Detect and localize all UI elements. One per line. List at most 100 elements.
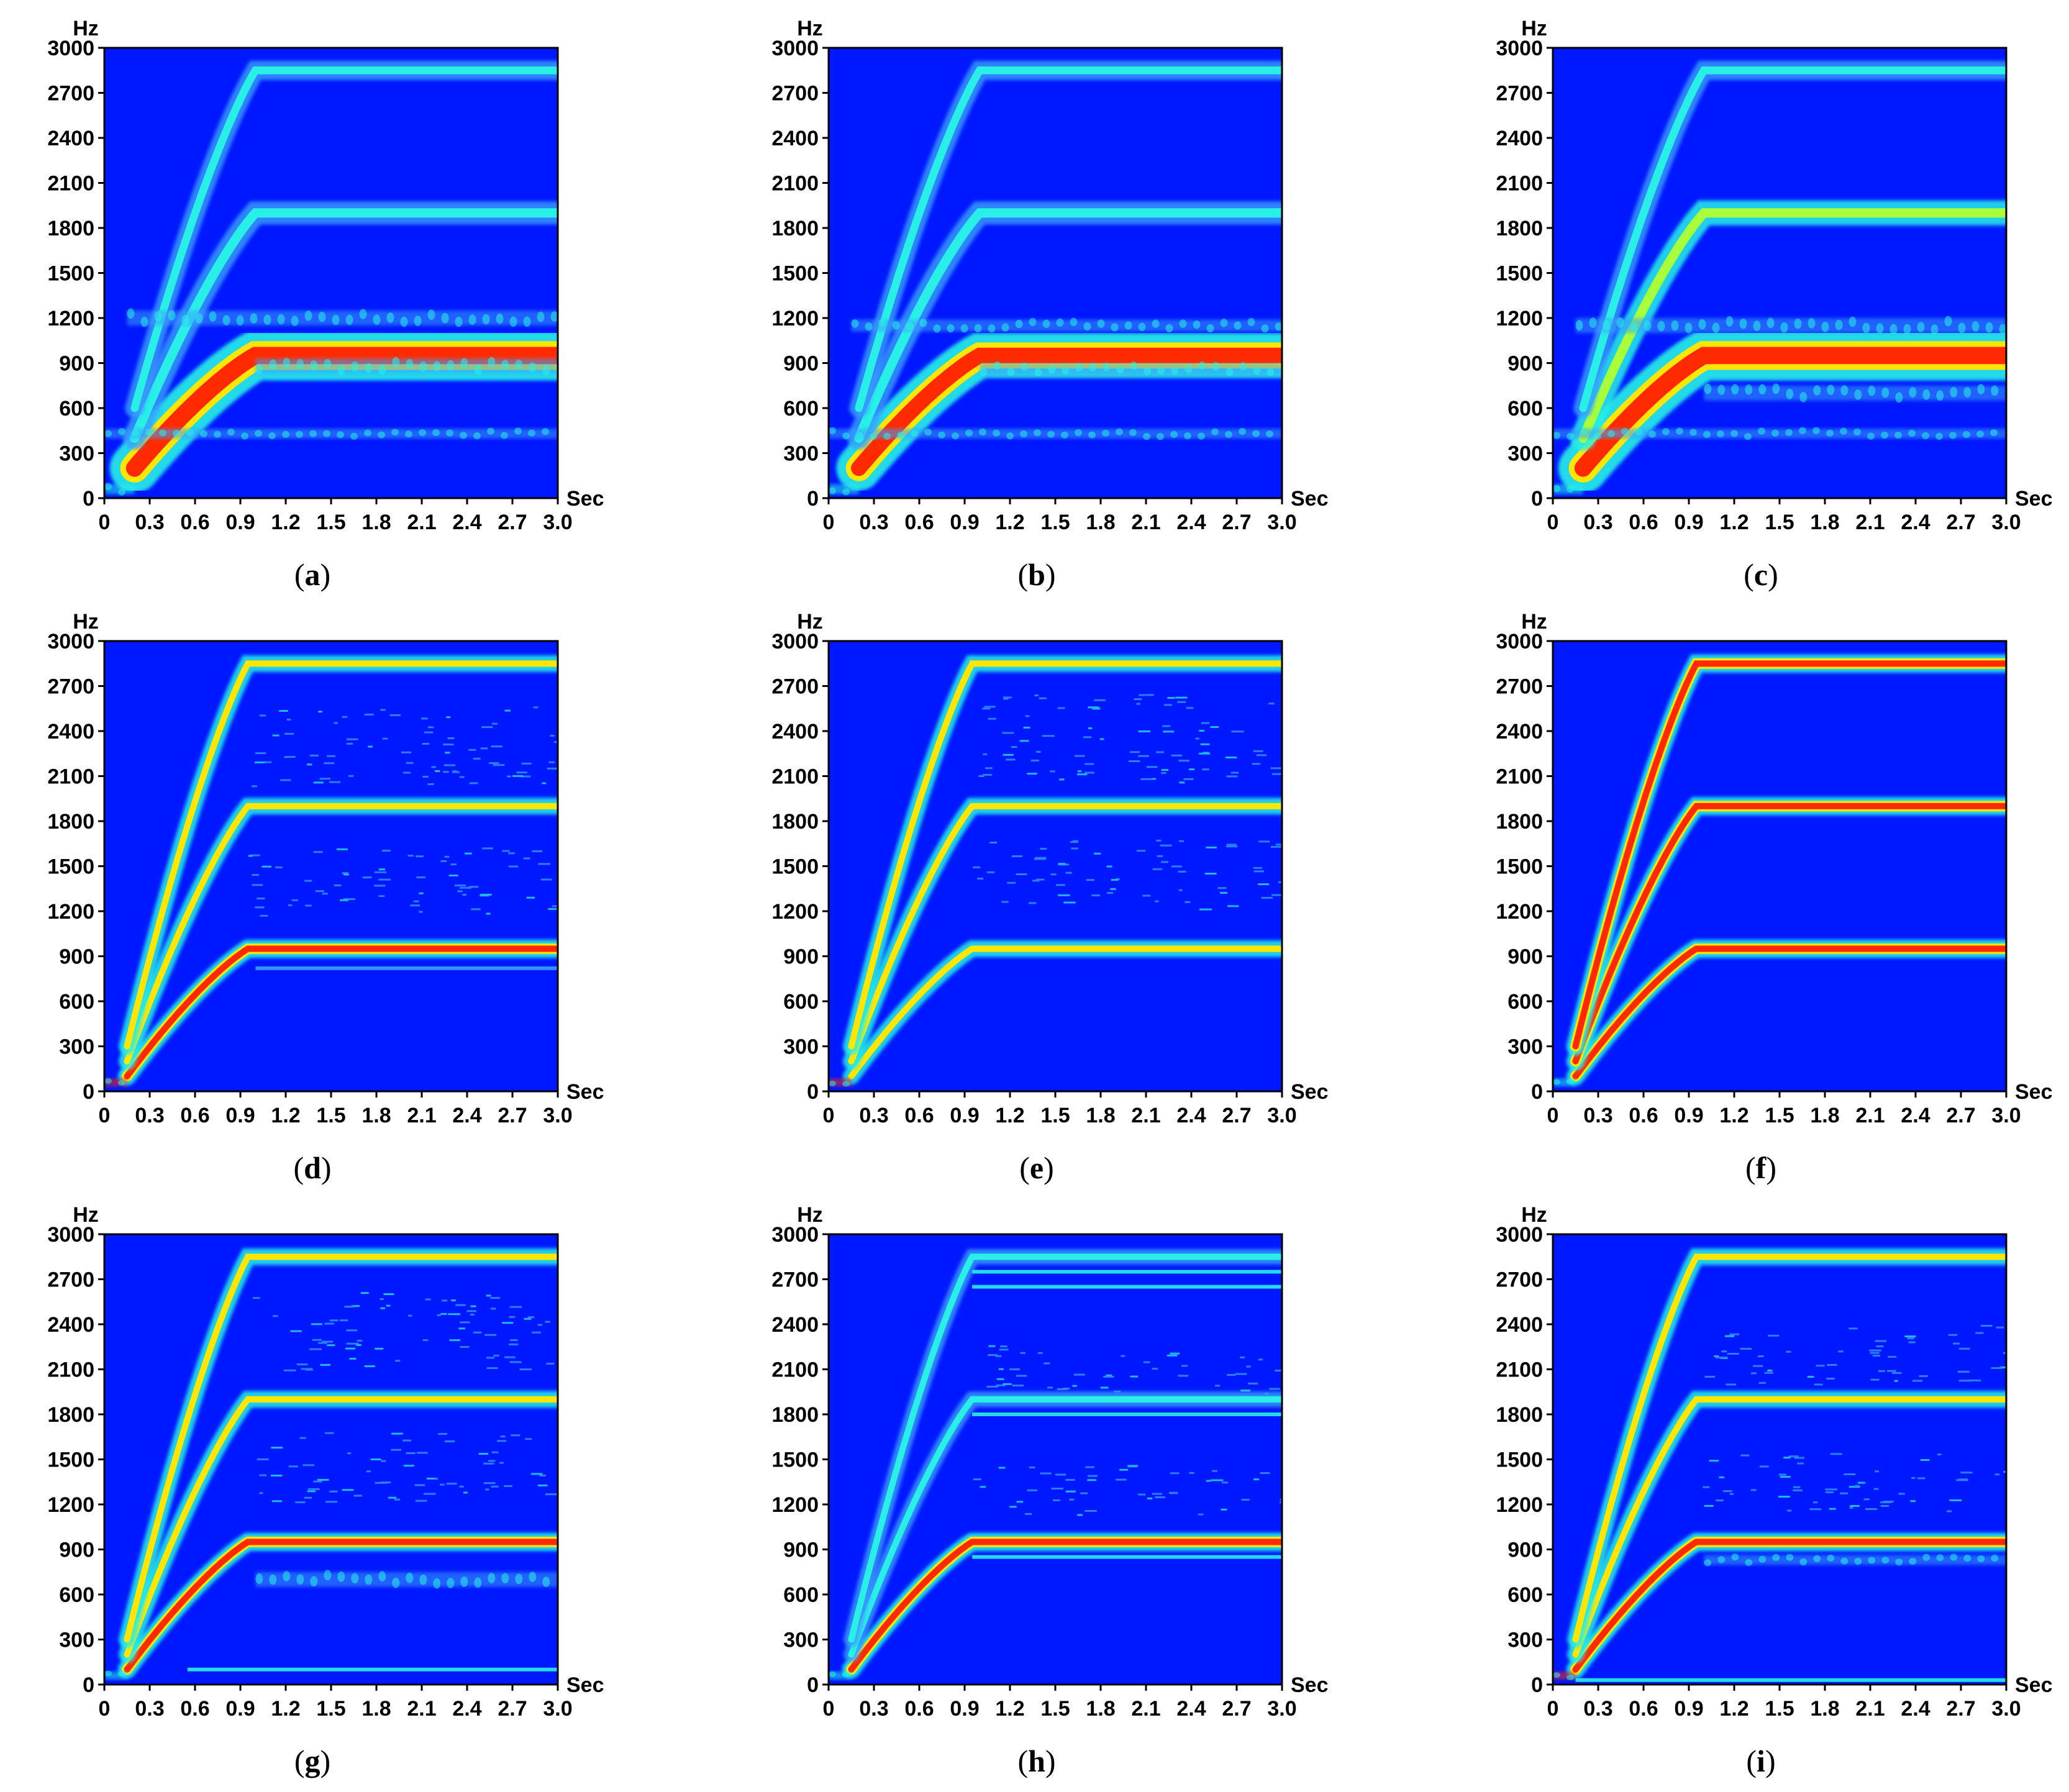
band-blob: [159, 429, 166, 437]
panel-caption: (g): [294, 1744, 330, 1778]
texture-dash: [434, 1478, 438, 1480]
texture-dash: [977, 878, 984, 880]
texture-texture-upper: [978, 694, 1282, 784]
harmonic-2x: [848, 803, 1282, 1065]
x-tick-label: 0.9: [950, 1697, 979, 1721]
texture-dash: [1032, 880, 1040, 882]
band-blob: [127, 308, 135, 319]
harmonic-3x: [1572, 1253, 2006, 1643]
texture-dash: [364, 1365, 375, 1368]
x-tick-label: 1.5: [1040, 1104, 1070, 1127]
texture-dash: [507, 775, 511, 778]
band-blob: [1930, 324, 1939, 335]
y-tick-label: 2700: [771, 82, 819, 106]
texture-dash: [340, 1319, 348, 1322]
texture-dash: [327, 1344, 335, 1347]
harmonic-2x: [124, 1396, 558, 1658]
band-blob: [1936, 1554, 1944, 1562]
band-blob: [1977, 1555, 1985, 1563]
texture-dash: [403, 1465, 414, 1467]
x-tick-label: 1.8: [1810, 1697, 1839, 1721]
band-blob: [1198, 362, 1206, 370]
harmonic-3x: [1572, 660, 2006, 1050]
band-blob: [359, 309, 367, 319]
texture-dash: [1221, 1508, 1227, 1511]
texture-dash: [1225, 757, 1237, 758]
texture-dash: [996, 1378, 1004, 1380]
band-blob: [1553, 1672, 1560, 1678]
texture-dash: [1044, 1362, 1050, 1365]
y-tick-label: 2400: [1496, 1313, 1543, 1337]
texture-dash: [478, 1453, 488, 1455]
y-tick-label: 1500: [47, 1449, 94, 1472]
texture-dash: [484, 1334, 497, 1336]
band-blob: [1704, 383, 1712, 394]
band-blob: [1015, 319, 1023, 329]
texture-dash: [1127, 1465, 1139, 1467]
band-blob: [1689, 429, 1697, 436]
panel-caption: (b): [1017, 557, 1055, 592]
texture-dash: [471, 908, 481, 911]
x-tick-label: 2.7: [1946, 1697, 1975, 1721]
texture-dash: [1956, 1479, 1968, 1481]
y-tick-label: 1500: [1496, 855, 1543, 879]
band-blob: [1840, 385, 1848, 396]
texture-dash: [1780, 1476, 1791, 1478]
band-blob: [350, 432, 358, 440]
y-tick-label: 900: [1507, 352, 1543, 376]
band-blob: [1813, 1555, 1821, 1562]
band-blob: [1991, 1554, 1999, 1562]
band-blob: [897, 432, 904, 439]
texture-dash: [312, 1339, 322, 1341]
texture-dash: [1065, 871, 1072, 874]
texture-dash: [426, 1477, 437, 1480]
texture-dash: [1960, 1471, 1973, 1474]
texture-dash: [1764, 1371, 1774, 1374]
texture-dash: [545, 1321, 550, 1323]
band-blob: [1963, 387, 1971, 398]
texture-dash: [284, 732, 294, 735]
band-band-1200: [127, 308, 558, 327]
y-tick-label: 1500: [47, 855, 94, 879]
texture-dash: [469, 886, 479, 888]
y-tick-label: 0: [1531, 487, 1543, 511]
x-tick-label: 2.4: [1901, 1104, 1930, 1127]
band-blob: [952, 432, 959, 440]
texture-dash: [1727, 1353, 1739, 1355]
panel-caption: (i): [1746, 1744, 1775, 1778]
band-blob: [933, 324, 941, 333]
texture-dash: [1156, 751, 1165, 753]
texture-dash: [511, 1434, 520, 1437]
texture-dash: [437, 1314, 441, 1316]
band-band-1150: [1575, 316, 2006, 335]
band-blob: [446, 429, 453, 437]
band-blob: [118, 488, 125, 496]
texture-dash: [1215, 1385, 1220, 1387]
band-blob: [337, 431, 344, 439]
y-tick-label: 2700: [771, 1268, 819, 1292]
plot-area: [1553, 654, 2006, 1086]
y-tick-label: 900: [59, 1539, 94, 1562]
texture-dash: [318, 1342, 327, 1344]
texture-dash: [307, 763, 312, 766]
texture-texture-middle: [973, 1465, 1282, 1516]
y-tick-label: 2100: [1496, 1358, 1543, 1382]
texture-dash: [1888, 1355, 1897, 1358]
band-blob: [268, 432, 276, 440]
y-axis-unit: Hz: [797, 1203, 823, 1227]
y-tick-label: 300: [1507, 1035, 1543, 1059]
x-tick-label: 0.3: [1583, 1697, 1612, 1721]
band-blob: [529, 362, 537, 373]
band-blob: [1908, 429, 1916, 437]
texture-dash: [1167, 1354, 1178, 1357]
band-blob: [1999, 324, 2006, 335]
band-blob: [947, 324, 955, 333]
y-tick-label: 1800: [47, 217, 94, 240]
texture-dash: [1788, 1455, 1799, 1458]
band-blob: [1676, 427, 1683, 435]
band-blob: [1047, 430, 1055, 438]
texture-dash: [435, 770, 440, 772]
band-blob: [378, 364, 386, 375]
texture-dash: [480, 747, 488, 750]
texture-dash: [1704, 1376, 1716, 1378]
